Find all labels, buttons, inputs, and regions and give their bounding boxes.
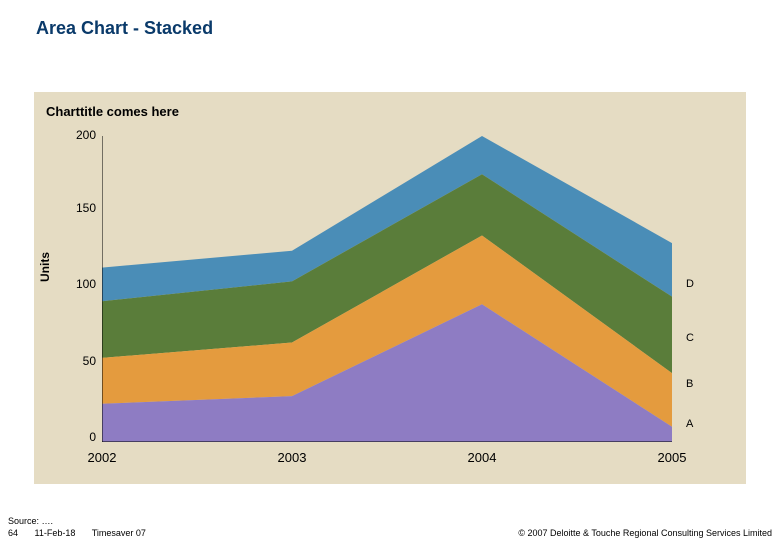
footer-source: Source: …. <box>8 516 772 526</box>
xtick-2002: 2002 <box>74 450 130 465</box>
slide-page: Area Chart - Stacked Charttitle comes he… <box>0 0 780 540</box>
legend-d: D <box>686 278 694 290</box>
footer-page-num: 64 <box>8 528 18 538</box>
slide-footer: Source: …. 64 11-Feb-18 Timesaver 07 © 2… <box>8 516 772 538</box>
footer-mid: Timesaver 07 <box>92 528 146 538</box>
ytick-100: 100 <box>64 277 96 291</box>
y-axis-label: Units <box>38 252 52 282</box>
chart-panel: Charttitle comes here Units 0 50 100 150… <box>34 92 746 484</box>
legend-b: B <box>686 378 693 390</box>
ytick-50: 50 <box>64 354 96 368</box>
legend-c: C <box>686 332 694 344</box>
page-title: Area Chart - Stacked <box>36 18 213 39</box>
legend-a: A <box>686 418 693 430</box>
xtick-2003: 2003 <box>264 450 320 465</box>
footer-date: 11-Feb-18 <box>35 528 76 538</box>
ytick-200: 200 <box>64 128 96 142</box>
area-chart-plot <box>102 136 672 442</box>
footer-copyright: © 2007 Deloitte & Touche Regional Consul… <box>518 528 772 538</box>
xtick-2004: 2004 <box>454 450 510 465</box>
ytick-150: 150 <box>64 201 96 215</box>
xtick-2005: 2005 <box>644 450 700 465</box>
chart-title: Charttitle comes here <box>46 104 179 119</box>
ytick-0: 0 <box>64 430 96 444</box>
